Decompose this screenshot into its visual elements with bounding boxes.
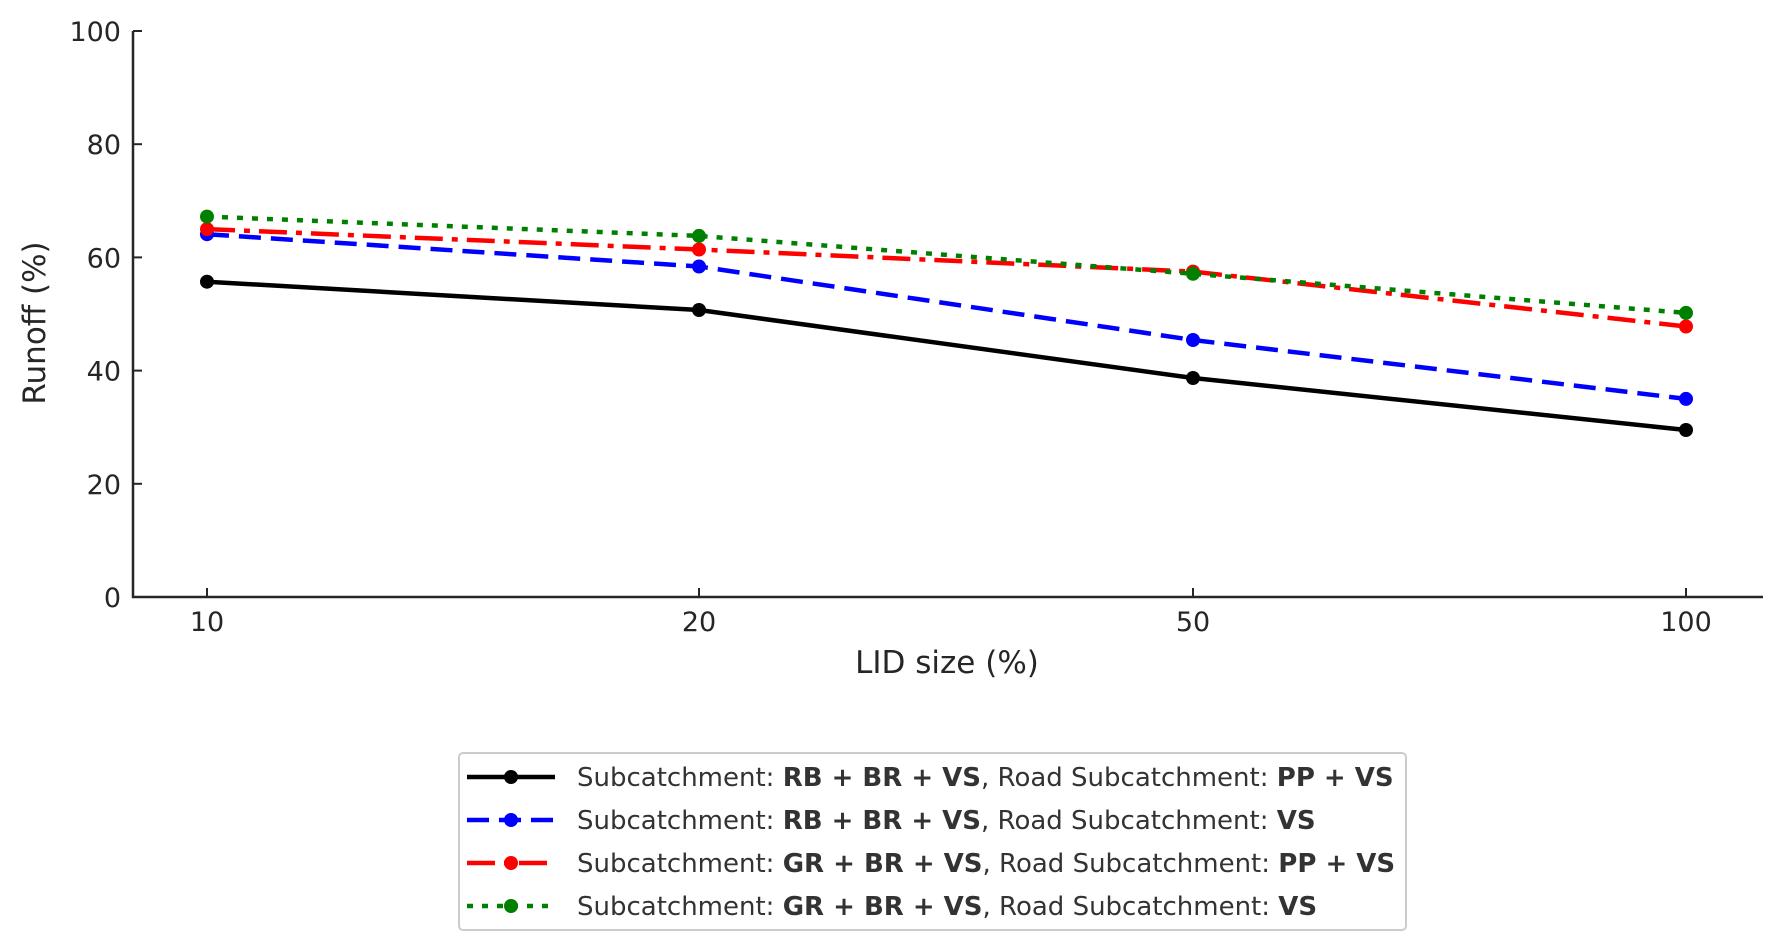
legend-label-part: , Road Subcatchment:: [981, 806, 1277, 836]
x-tick-label: 20: [682, 607, 716, 638]
series-line: [206, 279, 1687, 433]
data-point: [1186, 333, 1200, 347]
series-4: [200, 209, 1693, 320]
data-point: [1186, 266, 1200, 281]
legend-label-part: Subcatchment:: [577, 849, 783, 879]
data-point: [692, 259, 706, 274]
x-tick-label: 100: [1660, 607, 1712, 638]
y-axis-label: Runoff (%): [17, 241, 53, 404]
legend-label: Subcatchment: GR + BR + VS, Road Subcatc…: [577, 892, 1317, 922]
y-tick-label: 100: [69, 17, 121, 48]
x-axis-label: LID size (%): [855, 645, 1039, 681]
legend-marker: [504, 856, 518, 870]
legend-entry: Subcatchment: RB + BR + VS, Road Subcatc…: [467, 806, 1316, 836]
legend-label-part: , Road Subcatchment:: [983, 849, 1279, 879]
legend-marker: [504, 770, 518, 784]
series-line: [206, 214, 1687, 316]
legend-label-bold: PP + VS: [1278, 849, 1395, 879]
legend-label: Subcatchment: RB + BR + VS, Road Subcatc…: [577, 763, 1394, 793]
y-tick-label: 0: [104, 583, 121, 614]
legend-label-bold: VS: [1278, 892, 1317, 922]
data-point: [1186, 371, 1200, 385]
data-point: [692, 242, 706, 257]
data-point: [692, 303, 706, 317]
legend-entry: Subcatchment: RB + BR + VS, Road Subcatc…: [467, 763, 1394, 793]
data-point: [1679, 423, 1693, 437]
legend: Subcatchment: RB + BR + VS, Road Subcatc…: [458, 752, 1407, 931]
x-tick-label: 50: [1176, 607, 1210, 638]
data-point: [1679, 319, 1693, 334]
x-tick-label: 10: [190, 607, 224, 638]
legend-label-bold: GR + BR + VS: [783, 892, 983, 922]
axes: 0 20 40 60 80 100 10 20 50 100: [69, 17, 1763, 638]
data-point: [1679, 391, 1693, 406]
legend-label: Subcatchment: RB + BR + VS, Road Subcatc…: [577, 806, 1316, 836]
legend-frame: [458, 752, 1407, 931]
legend-label-part: Subcatchment:: [577, 892, 783, 922]
legend-label-part: Subcatchment:: [577, 806, 783, 836]
data-point: [200, 222, 214, 237]
legend-entry: Subcatchment: GR + BR + VS, Road Subcatc…: [467, 892, 1317, 922]
data-point: [200, 274, 214, 289]
legend-label-part: Subcatchment:: [577, 763, 783, 793]
legend-label-bold: RB + BR + VS: [783, 806, 981, 836]
legend-marker: [504, 813, 518, 827]
y-tick-label: 20: [87, 470, 121, 501]
legend-label: Subcatchment: GR + BR + VS, Road Subcatc…: [577, 849, 1395, 879]
legend-label-bold: RB + BR + VS: [783, 763, 981, 793]
data-point: [1679, 305, 1693, 320]
series-line: [206, 231, 1687, 402]
y-tick-label: 40: [87, 357, 121, 388]
legend-label-bold: PP + VS: [1277, 763, 1394, 793]
legend-label-part: , Road Subcatchment:: [983, 892, 1279, 922]
legend-label-bold: VS: [1277, 806, 1316, 836]
legend-label-bold: GR + BR + VS: [783, 849, 983, 879]
legend-label-part: , Road Subcatchment:: [981, 763, 1277, 793]
legend-marker: [504, 899, 518, 913]
series-line: [206, 226, 1687, 329]
data-point: [200, 209, 214, 224]
y-tick-label: 60: [87, 243, 121, 274]
series-3: [200, 222, 1693, 334]
y-tick-label: 80: [87, 130, 121, 161]
data-point: [692, 228, 706, 243]
legend-entry: Subcatchment: GR + BR + VS, Road Subcatc…: [467, 849, 1395, 879]
series-layer: [200, 209, 1693, 437]
series-1: [200, 274, 1693, 437]
